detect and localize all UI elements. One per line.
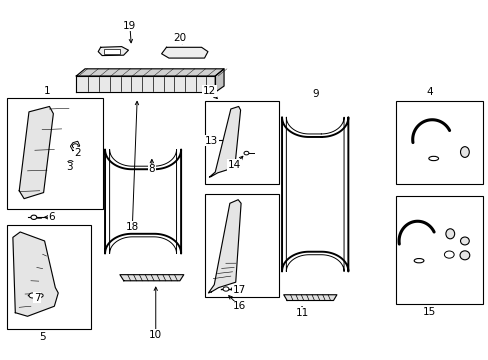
Ellipse shape	[413, 258, 423, 263]
Circle shape	[67, 161, 73, 165]
Circle shape	[244, 151, 248, 155]
Bar	[205, 101, 278, 184]
Polygon shape	[283, 295, 336, 301]
Ellipse shape	[445, 229, 454, 239]
Polygon shape	[120, 275, 183, 281]
Text: 13: 13	[204, 136, 218, 145]
Text: 4: 4	[426, 87, 432, 97]
Polygon shape	[215, 69, 224, 92]
Text: 19: 19	[123, 21, 136, 31]
Text: 11: 11	[295, 308, 308, 318]
Polygon shape	[19, 107, 53, 199]
Circle shape	[223, 287, 228, 291]
Ellipse shape	[428, 156, 438, 161]
Circle shape	[231, 287, 236, 291]
Polygon shape	[208, 200, 241, 293]
Bar	[6, 225, 91, 329]
Text: 7: 7	[34, 293, 41, 303]
Circle shape	[72, 144, 78, 148]
Bar	[395, 196, 483, 304]
Polygon shape	[161, 47, 207, 58]
Text: 20: 20	[173, 33, 186, 43]
Text: 14: 14	[228, 160, 241, 170]
Polygon shape	[13, 232, 58, 316]
Text: 16: 16	[232, 301, 246, 311]
Bar	[6, 98, 103, 209]
Text: 9: 9	[311, 89, 318, 99]
Text: 2: 2	[74, 148, 81, 158]
Bar	[104, 49, 120, 54]
Text: 10: 10	[149, 330, 162, 340]
Text: 6: 6	[48, 212, 55, 222]
Text: 12: 12	[203, 86, 216, 96]
Circle shape	[29, 293, 36, 298]
Text: 8: 8	[148, 164, 155, 174]
Bar	[395, 101, 483, 184]
Text: 18: 18	[125, 222, 139, 231]
Text: 3: 3	[66, 162, 73, 172]
Ellipse shape	[459, 251, 469, 260]
Text: 1: 1	[43, 86, 50, 96]
Circle shape	[31, 215, 37, 220]
Ellipse shape	[460, 147, 468, 157]
Polygon shape	[76, 69, 224, 76]
Text: 17: 17	[232, 285, 246, 296]
Text: 5: 5	[39, 332, 45, 342]
Circle shape	[38, 294, 43, 297]
Polygon shape	[76, 76, 215, 92]
Text: 15: 15	[422, 307, 435, 317]
Ellipse shape	[460, 237, 468, 245]
Bar	[205, 194, 278, 297]
Circle shape	[444, 251, 453, 258]
Polygon shape	[209, 107, 240, 177]
Polygon shape	[98, 46, 128, 55]
Circle shape	[211, 138, 217, 142]
